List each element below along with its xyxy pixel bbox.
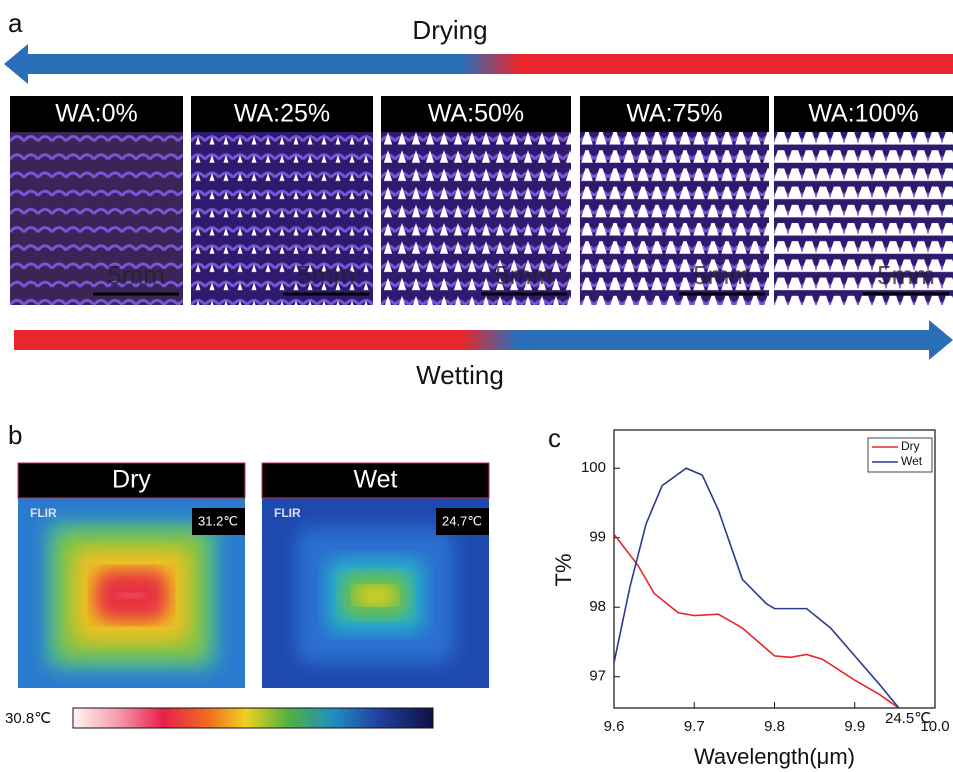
image-label: WA:100%	[808, 100, 918, 128]
image-label: WA:0%	[55, 100, 137, 128]
arrow-head	[4, 44, 28, 84]
image-label: Dry	[112, 466, 151, 494]
scale-label: 5mm	[107, 260, 165, 290]
temperature: 24.7℃	[442, 513, 482, 528]
y-tick-label: 98	[589, 598, 606, 615]
y-tick-label: 97	[589, 668, 606, 685]
arrow	[14, 330, 929, 350]
image-label: WA:50%	[428, 100, 524, 128]
x-axis-label: Wavelength(μm)	[694, 744, 855, 769]
x-tick-label: 9.8	[764, 718, 785, 735]
legend-label: Wet	[901, 454, 923, 468]
y-axis-label: T%	[551, 554, 576, 587]
image-label: Wet	[354, 466, 398, 494]
arrow	[28, 54, 953, 74]
panel-label: c	[548, 423, 561, 453]
legend-box	[868, 438, 932, 472]
scale-label: 5mm	[877, 260, 935, 290]
arrow-head	[929, 320, 953, 360]
panel-label: b	[8, 420, 22, 450]
image-label: WA:75%	[626, 100, 722, 128]
image-label: WA:25%	[234, 100, 330, 128]
arrow-label: Wetting	[416, 360, 504, 390]
x-tick-label: 9.6	[604, 718, 625, 735]
x-tick-label: 10.0	[920, 718, 949, 735]
logo: FLIR	[30, 506, 57, 520]
thermal-zone	[355, 586, 396, 605]
temperature: 31.2℃	[198, 513, 238, 528]
panel-label: a	[8, 8, 23, 38]
scale-label: 5mm	[495, 260, 553, 290]
line	[614, 468, 899, 708]
arrow-label: Drying	[412, 15, 487, 45]
scale-label: 5mm	[693, 260, 751, 290]
colorbar	[73, 708, 433, 728]
scale-label: 5mm	[297, 260, 355, 290]
colorbar-label: 30.8℃	[5, 710, 51, 727]
thermal-zone	[118, 593, 145, 598]
x-tick-label: 9.9	[844, 718, 865, 735]
y-tick-label: 100	[581, 459, 606, 476]
x-tick-label: 9.7	[684, 718, 705, 735]
line	[614, 534, 899, 708]
figure: a Drying Wetting b c 30.8℃ 24.5℃ WA:0%5m…	[0, 0, 953, 772]
y-tick-label: 99	[589, 529, 606, 546]
logo: FLIR	[274, 506, 301, 520]
legend-label: Dry	[901, 439, 920, 453]
